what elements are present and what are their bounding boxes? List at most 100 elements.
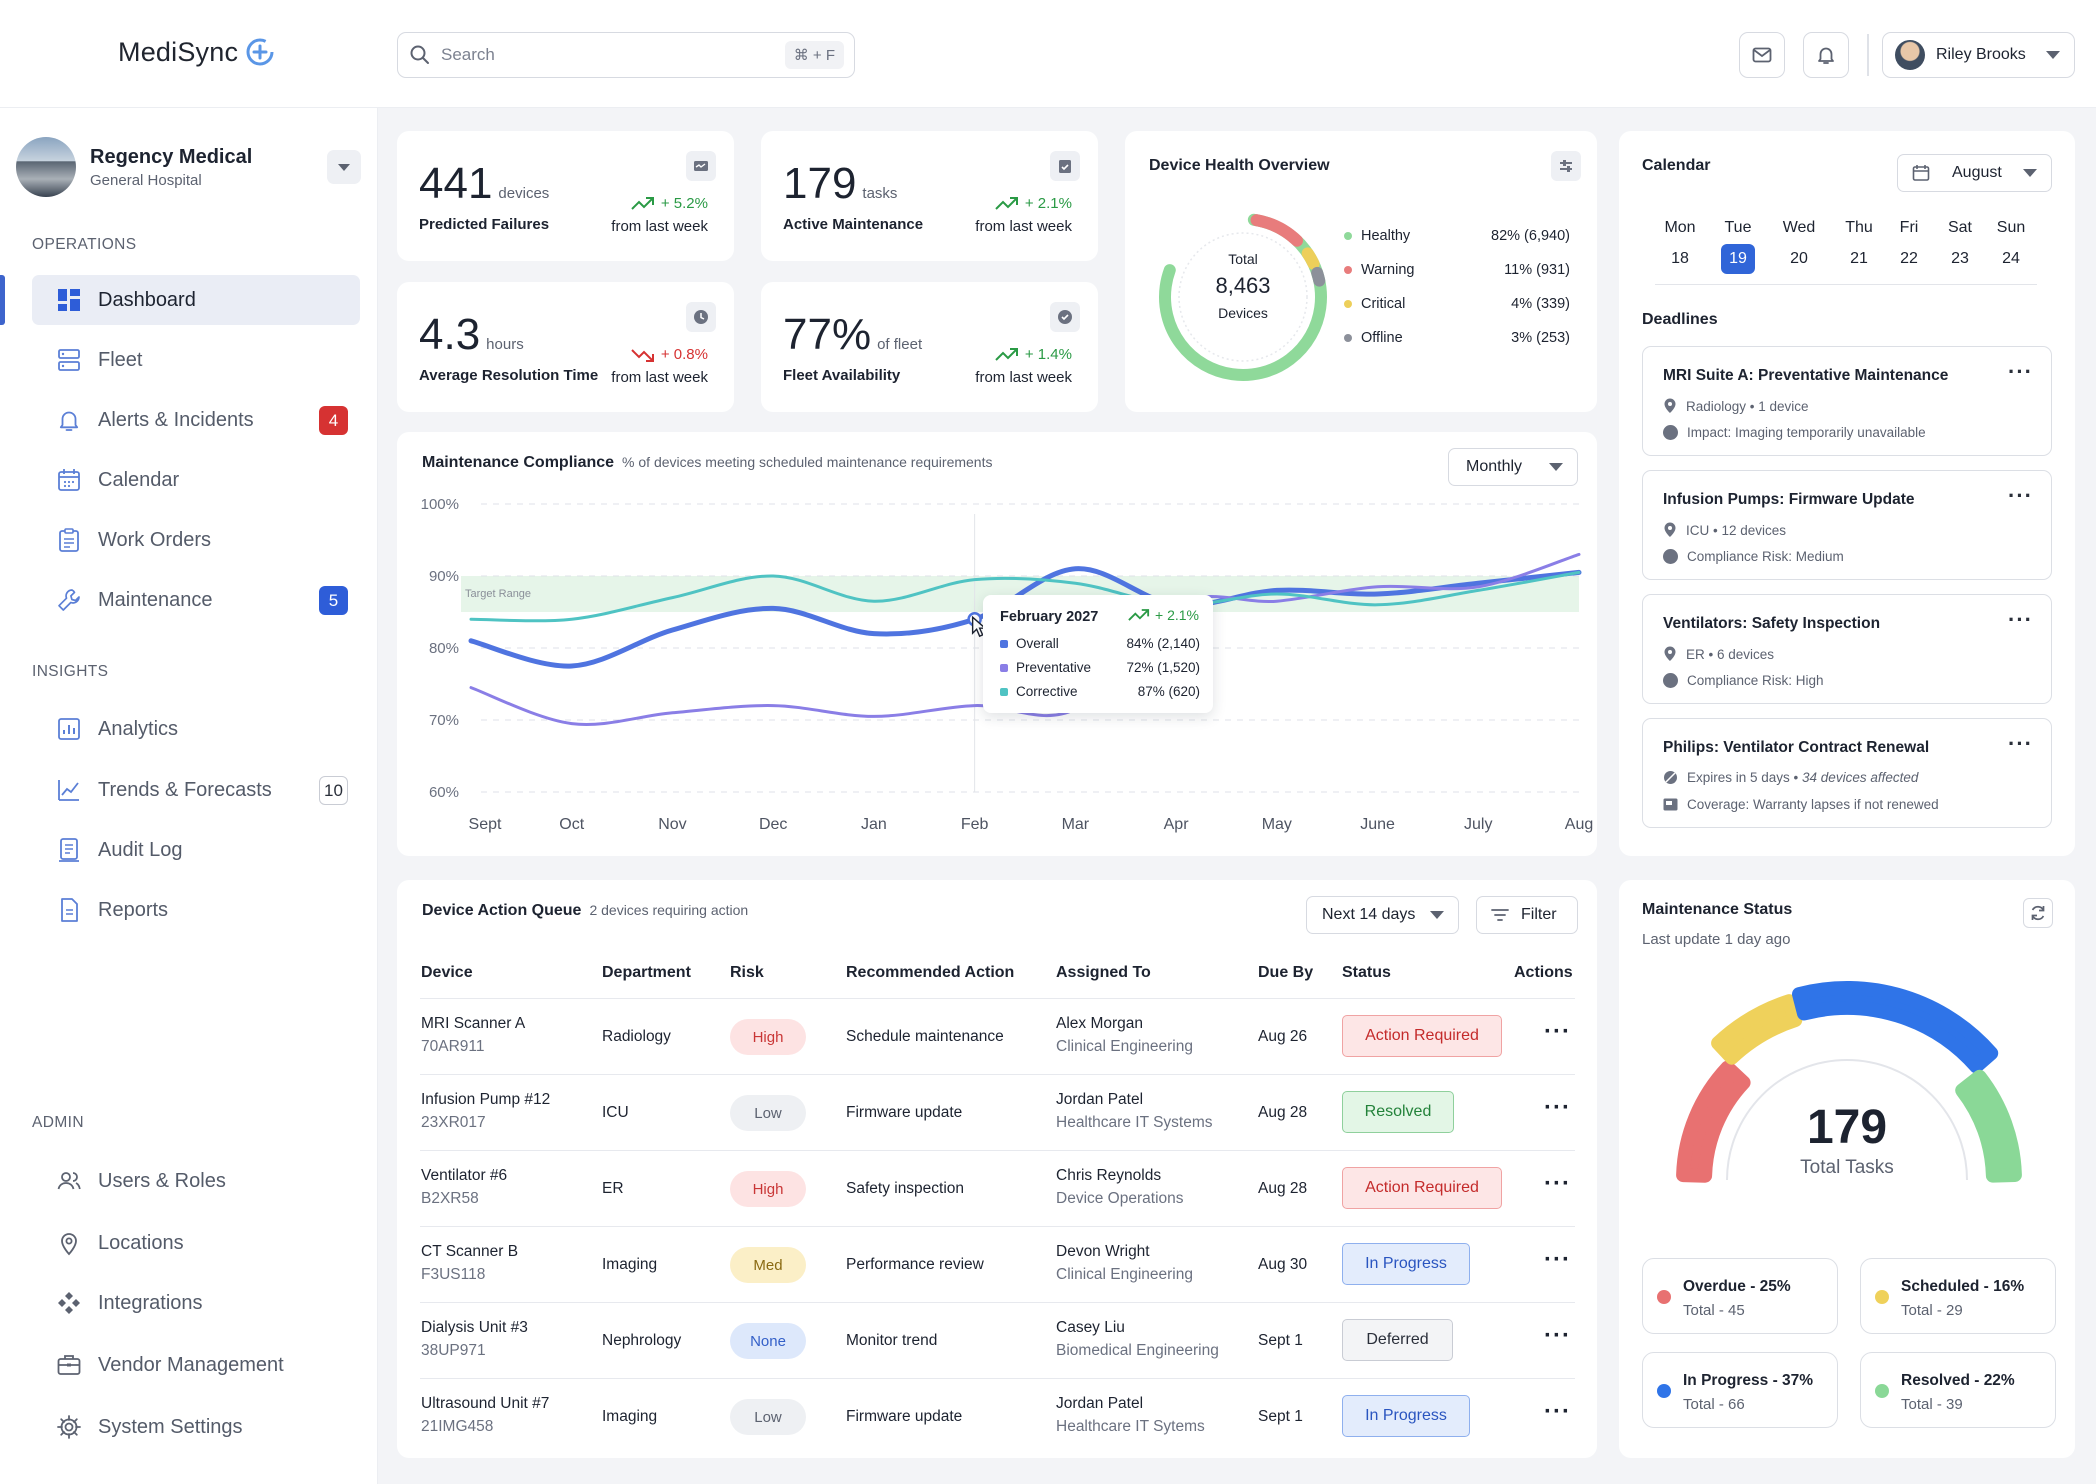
row-actions-button[interactable]: ··· bbox=[1544, 1322, 1571, 1349]
tooltip-label: Preventative bbox=[1016, 660, 1092, 675]
sidebar-item-dashboard[interactable]: Dashboard bbox=[32, 275, 360, 325]
due-date-cell: Aug 30 bbox=[1258, 1256, 1308, 1273]
kpi-card-resolution-time[interactable]: 4.3 hours Average Resolution Time + 0.8% … bbox=[397, 282, 734, 412]
column-header[interactable]: Risk bbox=[730, 964, 764, 981]
row-actions-button[interactable]: ··· bbox=[1544, 1398, 1571, 1425]
sidebar-item-integrations[interactable]: Integrations bbox=[32, 1278, 360, 1328]
org-switcher[interactable]: Regency Medical General Hospital bbox=[16, 136, 361, 198]
legend-label: Healthy bbox=[1361, 228, 1411, 244]
row-actions-button[interactable]: ··· bbox=[1544, 1170, 1571, 1197]
column-header[interactable]: Department bbox=[602, 964, 691, 981]
more-options-button[interactable]: ··· bbox=[2008, 607, 2033, 632]
column-header[interactable]: Recommended Action bbox=[846, 964, 1015, 981]
status-box-in-progress[interactable]: In Progress - 37% Total - 66 bbox=[1642, 1352, 1838, 1428]
notifications-button[interactable] bbox=[1803, 32, 1849, 78]
sidebar-item-users-roles[interactable]: Users & Roles bbox=[32, 1156, 360, 1206]
sidebar-item-alerts[interactable]: Alerts & Incidents 4 bbox=[32, 395, 360, 445]
filter-button[interactable]: Filter bbox=[1476, 896, 1578, 934]
status-subtitle: Total - 66 bbox=[1683, 1396, 1745, 1413]
status-box-resolved[interactable]: Resolved - 22% Total - 39 bbox=[1860, 1352, 2056, 1428]
report-icon bbox=[61, 898, 78, 922]
deadline-card[interactable]: MRI Suite A: Preventative Maintenance ··… bbox=[1642, 346, 2052, 456]
user-menu[interactable]: Riley Brooks bbox=[1882, 32, 2075, 78]
calendar-date[interactable]: 21 bbox=[1850, 250, 1868, 267]
target-range-label: Target Range bbox=[465, 588, 531, 600]
sidebar-item-analytics[interactable]: Analytics bbox=[32, 704, 360, 754]
date-range-dropdown[interactable]: Next 14 days bbox=[1306, 896, 1459, 934]
more-options-button[interactable]: ··· bbox=[2008, 359, 2033, 384]
table-row[interactable]: Infusion Pump #12 23XR017 ICU Low Firmware u… bbox=[420, 1074, 1575, 1150]
recommended-action-cell: Performance review bbox=[846, 1256, 984, 1273]
status-box-scheduled[interactable]: Scheduled - 16% Total - 29 bbox=[1860, 1258, 2056, 1334]
column-header[interactable]: Device bbox=[421, 964, 473, 981]
table-row[interactable]: CT Scanner B F3US118 Imaging Med Performance… bbox=[420, 1226, 1575, 1302]
column-header[interactable]: Actions bbox=[1514, 964, 1573, 981]
deadline-card[interactable]: Ventilators: Safety Inspection ··· ER • … bbox=[1642, 594, 2052, 704]
messages-button[interactable] bbox=[1739, 32, 1785, 78]
search-shortcut: ⌘ + F bbox=[784, 41, 844, 69]
x-tick-label: Dec bbox=[759, 816, 787, 833]
kpi-delta-sub: from last week bbox=[611, 218, 708, 235]
row-actions-button[interactable]: ··· bbox=[1544, 1246, 1571, 1273]
due-date-cell: Aug 28 bbox=[1258, 1104, 1308, 1121]
column-header[interactable]: Assigned To bbox=[1056, 964, 1151, 981]
sidebar-item-maintenance[interactable]: Maintenance 5 bbox=[32, 575, 360, 625]
calendar-date[interactable]: 20 bbox=[1790, 250, 1808, 267]
kpi-card-fleet-availability[interactable]: 77% of fleet Fleet Availability + 1.4% fr… bbox=[761, 282, 1098, 412]
sidebar-item-trends[interactable]: Trends & Forecasts 10 bbox=[32, 765, 360, 815]
health-settings-button[interactable] bbox=[1551, 151, 1581, 181]
sidebar-item-fleet[interactable]: Fleet bbox=[32, 335, 360, 385]
table-row[interactable]: Ventilator #6 B2XR58 ER High Safety inspecti… bbox=[420, 1150, 1575, 1226]
column-header[interactable]: Status bbox=[1342, 964, 1391, 981]
assignee-team: Clinical Engineering bbox=[1056, 1038, 1193, 1055]
table-row[interactable]: Ultrasound Unit #7 21IMG458 Imaging Low Firm… bbox=[420, 1378, 1575, 1454]
search-input[interactable]: Search bbox=[441, 45, 495, 64]
sidebar-item-work-orders[interactable]: Work Orders bbox=[32, 515, 360, 565]
deadlines-title: Deadlines bbox=[1642, 311, 1718, 328]
sidebar-item-vendor-management[interactable]: Vendor Management bbox=[32, 1340, 360, 1390]
calendar-date[interactable]: 23 bbox=[1951, 250, 1969, 267]
assignee-cell: Chris Reynolds Device Operations bbox=[1056, 1167, 1184, 1208]
status-box-overdue[interactable]: Overdue - 25% Total - 45 bbox=[1642, 1258, 1838, 1334]
more-options-button[interactable]: ··· bbox=[2008, 483, 2033, 508]
audit-icon bbox=[59, 838, 79, 862]
column-header[interactable]: Due By bbox=[1258, 964, 1314, 981]
x-tick-label: Mar bbox=[1062, 816, 1090, 833]
kpi-unit: tasks bbox=[862, 185, 898, 202]
kpi-card-active-maintenance[interactable]: 179 tasks Active Maintenance + 2.1% from … bbox=[761, 131, 1098, 261]
month-dropdown[interactable]: August bbox=[1897, 154, 2052, 192]
table-row[interactable]: MRI Scanner A 70AR911 Radiology High Schedul… bbox=[420, 998, 1575, 1074]
trend-up-icon bbox=[995, 196, 1018, 210]
row-actions-button[interactable]: ··· bbox=[1544, 1018, 1571, 1045]
refresh-button[interactable] bbox=[2023, 898, 2053, 928]
kpi-icon-button[interactable] bbox=[686, 302, 716, 332]
sidebar-item-locations[interactable]: Locations bbox=[32, 1218, 360, 1268]
sidebar-item-audit-log[interactable]: Audit Log bbox=[32, 825, 360, 875]
legend-row-offline: Offline 3% (253) bbox=[1344, 330, 1570, 346]
calendar-date[interactable]: 18 bbox=[1671, 250, 1689, 267]
sidebar-item-reports[interactable]: Reports bbox=[32, 885, 360, 935]
y-tick-label: 70% bbox=[429, 712, 459, 729]
status-subtitle: Total - 45 bbox=[1683, 1302, 1745, 1319]
calendar-date-today[interactable]: 19 bbox=[1721, 244, 1755, 274]
sidebar-item-calendar[interactable]: Calendar bbox=[32, 455, 360, 505]
calendar-date[interactable]: 22 bbox=[1900, 250, 1918, 267]
kpi-card-predicted-failures[interactable]: 441 devices Predicted Failures + 5.2% fro… bbox=[397, 131, 734, 261]
deadline-card[interactable]: Infusion Pumps: Firmware Update ··· ICU … bbox=[1642, 470, 2052, 580]
due-date-cell: Sept 1 bbox=[1258, 1332, 1303, 1349]
department-cell: Radiology bbox=[602, 1028, 671, 1045]
kpi-icon-button[interactable] bbox=[686, 151, 716, 181]
calendar-date[interactable]: 24 bbox=[2002, 250, 2020, 267]
org-dropdown-button[interactable] bbox=[327, 150, 361, 184]
period-dropdown[interactable]: Monthly bbox=[1448, 448, 1578, 486]
kpi-icon-button[interactable] bbox=[1050, 151, 1080, 181]
more-options-button[interactable]: ··· bbox=[2008, 731, 2033, 756]
row-actions-button[interactable]: ··· bbox=[1544, 1094, 1571, 1121]
app-logo[interactable]: MediSync bbox=[118, 36, 276, 68]
sidebar-item-system-settings[interactable]: System Settings bbox=[32, 1402, 360, 1452]
table-row[interactable]: Dialysis Unit #3 38UP971 Nephrology None Mon… bbox=[420, 1302, 1575, 1378]
search-bar[interactable]: Search ⌘ + F bbox=[397, 32, 855, 78]
kpi-icon-button[interactable] bbox=[1050, 302, 1080, 332]
device-name: MRI Scanner A bbox=[421, 1015, 526, 1032]
deadline-card[interactable]: Philips: Ventilator Contract Renewal ···… bbox=[1642, 718, 2052, 828]
